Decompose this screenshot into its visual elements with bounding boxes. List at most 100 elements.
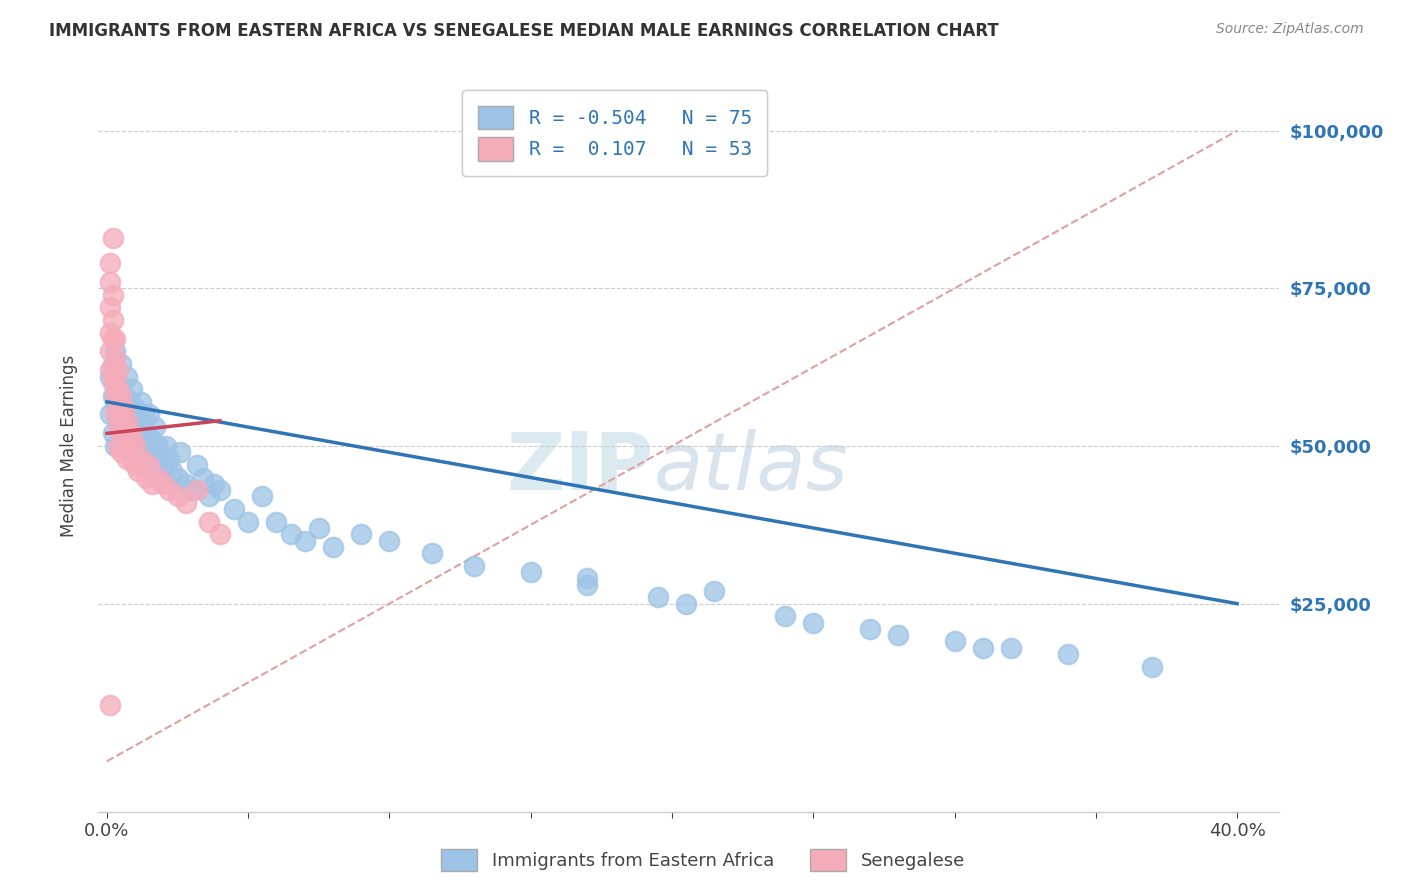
Point	[112, 401, 135, 416]
Point	[107, 401, 129, 416]
Point	[118, 426, 141, 441]
Point	[104, 388, 127, 402]
Point	[1142, 659, 1164, 673]
Point	[110, 408, 132, 422]
Legend: R = -0.504   N = 75, R =  0.107   N = 53: R = -0.504 N = 75, R = 0.107 N = 53	[463, 90, 768, 177]
Point	[112, 388, 135, 402]
Point	[104, 408, 127, 422]
Point	[104, 439, 127, 453]
Point	[135, 470, 157, 484]
Point	[186, 458, 208, 472]
Point	[115, 414, 138, 428]
Point	[280, 527, 302, 541]
Point	[146, 439, 169, 453]
Point	[132, 408, 155, 422]
Point	[124, 439, 146, 453]
Point	[107, 376, 129, 390]
Point	[703, 584, 725, 599]
Point	[127, 414, 149, 428]
Point	[174, 476, 197, 491]
Point	[238, 515, 260, 529]
Point	[98, 698, 121, 712]
Point	[115, 369, 138, 384]
Point	[157, 483, 180, 497]
Point	[1056, 647, 1078, 661]
Point	[350, 527, 373, 541]
Point	[420, 546, 443, 560]
Point	[266, 515, 288, 529]
Point	[576, 571, 599, 585]
Point	[169, 445, 191, 459]
Point	[197, 490, 219, 504]
Point	[124, 458, 146, 472]
Point	[104, 344, 127, 359]
Point	[107, 363, 129, 377]
Point	[252, 490, 274, 504]
Point	[101, 388, 124, 402]
Point	[112, 420, 135, 434]
Point	[174, 496, 197, 510]
Text: ZIP: ZIP	[506, 429, 654, 507]
Point	[127, 464, 149, 478]
Point	[647, 591, 669, 605]
Point	[191, 470, 214, 484]
Point	[141, 476, 163, 491]
Point	[129, 426, 152, 441]
Point	[124, 401, 146, 416]
Point	[110, 388, 132, 402]
Point	[138, 408, 160, 422]
Point	[152, 458, 174, 472]
Point	[101, 357, 124, 371]
Point	[132, 458, 155, 472]
Point	[110, 426, 132, 441]
Point	[98, 275, 121, 289]
Point	[208, 483, 231, 497]
Point	[98, 369, 121, 384]
Point	[98, 408, 121, 422]
Point	[101, 376, 124, 390]
Point	[118, 426, 141, 441]
Point	[98, 326, 121, 340]
Point	[124, 439, 146, 453]
Point	[157, 451, 180, 466]
Point	[138, 445, 160, 459]
Point	[180, 483, 202, 497]
Text: Source: ZipAtlas.com: Source: ZipAtlas.com	[1216, 22, 1364, 37]
Point	[104, 395, 127, 409]
Point	[463, 558, 485, 573]
Point	[110, 401, 132, 416]
Y-axis label: Median Male Earnings: Median Male Earnings	[59, 355, 77, 537]
Point	[138, 458, 160, 472]
Point	[141, 433, 163, 447]
Point	[98, 300, 121, 314]
Point	[146, 470, 169, 484]
Point	[208, 527, 231, 541]
Legend: Immigrants from Eastern Africa, Senegalese: Immigrants from Eastern Africa, Senegale…	[434, 842, 972, 879]
Point	[160, 464, 183, 478]
Point	[129, 451, 152, 466]
Point	[887, 628, 910, 642]
Point	[166, 470, 188, 484]
Point	[859, 622, 882, 636]
Point	[112, 439, 135, 453]
Point	[101, 231, 124, 245]
Point	[104, 369, 127, 384]
Point	[972, 640, 994, 655]
Point	[115, 433, 138, 447]
Point	[110, 445, 132, 459]
Point	[98, 344, 121, 359]
Point	[112, 408, 135, 422]
Point	[294, 533, 316, 548]
Point	[104, 351, 127, 365]
Point	[101, 426, 124, 441]
Point	[118, 395, 141, 409]
Point	[152, 476, 174, 491]
Point	[675, 597, 697, 611]
Point	[1000, 640, 1022, 655]
Point	[519, 565, 541, 579]
Text: atlas: atlas	[654, 429, 848, 507]
Point	[98, 256, 121, 270]
Point	[110, 357, 132, 371]
Point	[202, 476, 225, 491]
Point	[101, 287, 124, 301]
